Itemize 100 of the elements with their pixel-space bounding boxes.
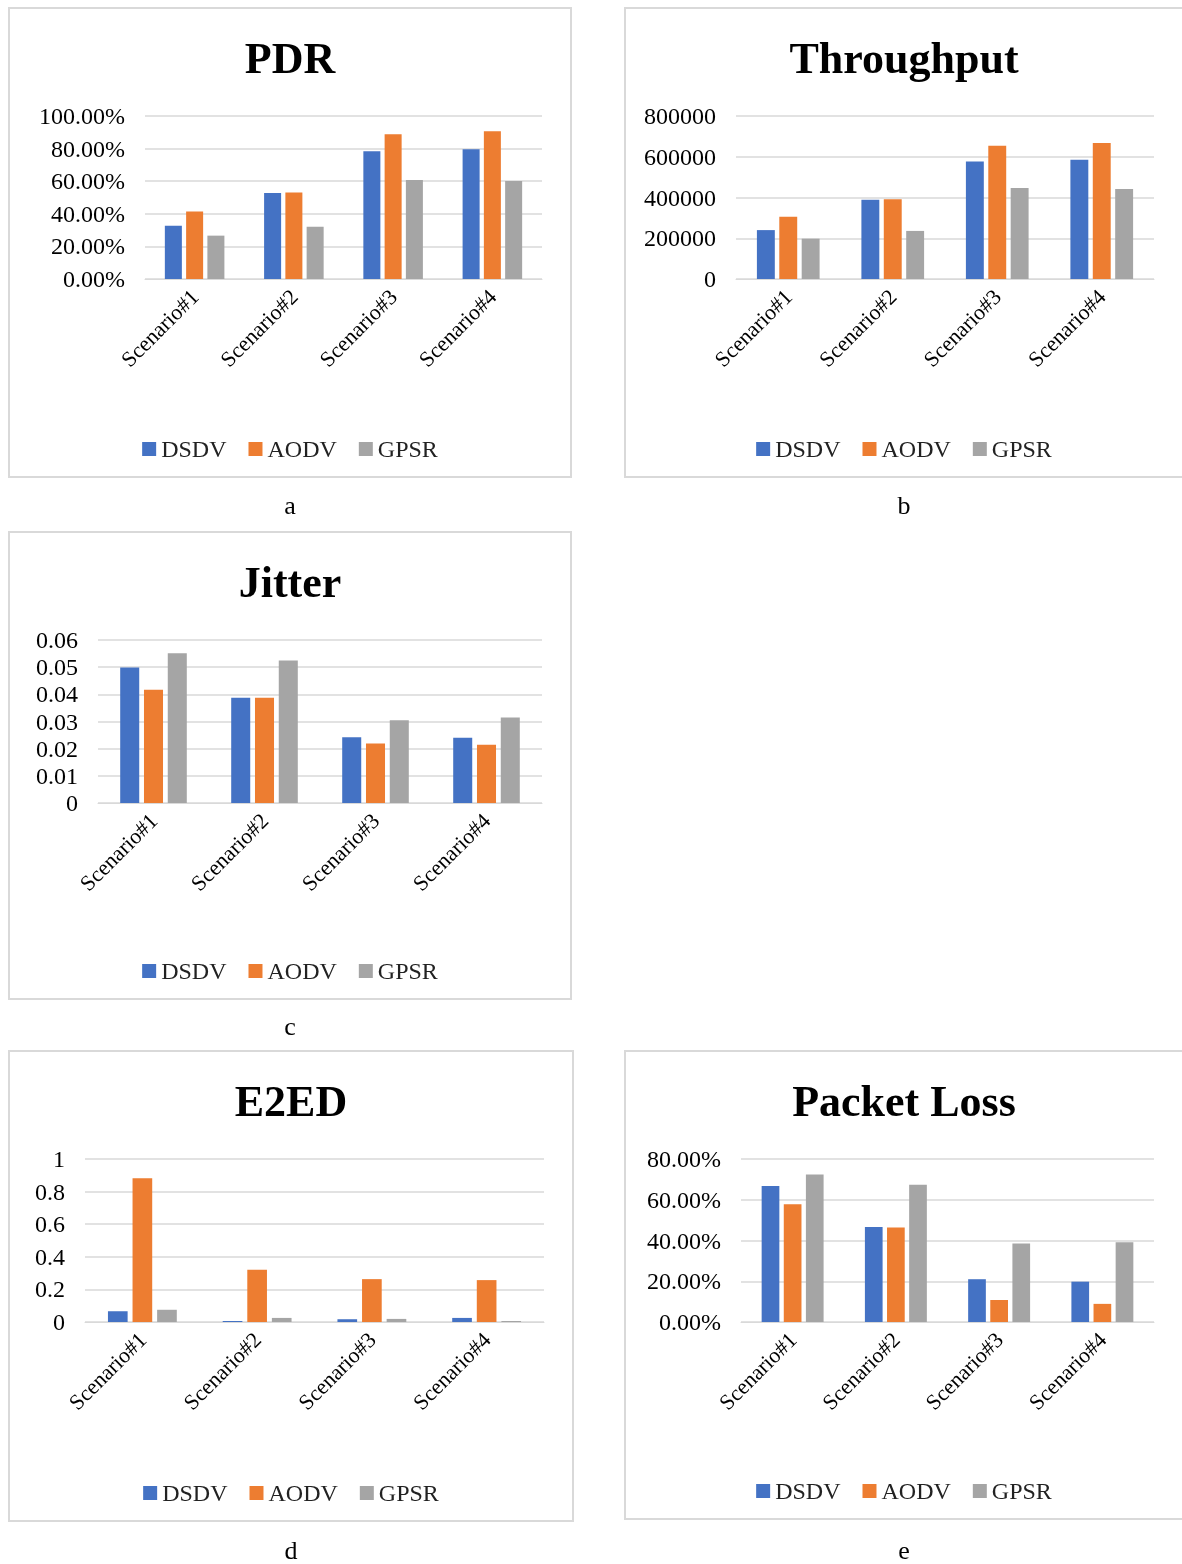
- text: e: [897, 1536, 911, 1564]
- y-tick-label: 60.00%: [647, 1186, 721, 1213]
- y-tick-label: 0.04: [36, 681, 78, 708]
- y-tick-label: 0.2: [35, 1276, 65, 1303]
- bar: [783, 1204, 802, 1322]
- chart-title: Packet Loss: [792, 1076, 1016, 1126]
- y-tick-label: 80.00%: [647, 1146, 721, 1172]
- bar: [1010, 187, 1029, 279]
- y-tick-label: 100.00%: [39, 103, 125, 129]
- bar: [1071, 1281, 1090, 1322]
- bar: [965, 161, 984, 279]
- bar: [756, 230, 775, 279]
- bar: [363, 151, 381, 279]
- y-tick-label: 80.00%: [51, 135, 125, 162]
- bar: [285, 192, 303, 279]
- bar: [186, 211, 204, 279]
- legend-label: GPSR: [991, 436, 1052, 462]
- bar: [278, 660, 298, 803]
- text: b: [896, 491, 912, 521]
- bar: [167, 653, 187, 803]
- legend-label: DSDV: [162, 1480, 229, 1506]
- bar: [887, 1227, 905, 1322]
- y-tick-label: 0: [53, 1309, 65, 1335]
- bar: [1093, 1303, 1112, 1322]
- bar: [990, 1299, 1008, 1322]
- legend-label: DSDV: [161, 436, 228, 462]
- legend-label: DSDV: [775, 436, 842, 462]
- bar: [254, 697, 275, 803]
- y-tick-label: 60.00%: [51, 168, 125, 195]
- bar: [271, 1317, 292, 1322]
- bar: [1012, 1243, 1031, 1322]
- bar: [452, 1317, 472, 1322]
- y-tick-label: 0.00%: [63, 266, 125, 292]
- legend-label: DSDV: [161, 958, 228, 984]
- bar: [1115, 1242, 1134, 1322]
- legend-label: GPSR: [991, 1478, 1052, 1504]
- bar: [107, 1311, 128, 1322]
- bar: [365, 743, 386, 803]
- chart-title: E2ED: [234, 1076, 348, 1126]
- bar: [143, 689, 164, 803]
- bar: [483, 131, 501, 279]
- legend-label: AODV: [881, 436, 952, 462]
- chart-title: Throughput: [789, 33, 1019, 83]
- bar: [384, 134, 402, 279]
- bar: [405, 180, 423, 279]
- bar: [389, 720, 409, 803]
- y-tick-label: 40.00%: [647, 1227, 721, 1254]
- legend-label: GPSR: [377, 958, 438, 984]
- bar: [157, 1309, 177, 1322]
- bar: [1115, 188, 1134, 279]
- bar: [264, 192, 282, 279]
- bar: [247, 1269, 267, 1322]
- y-tick-label: 0.8: [35, 1178, 65, 1205]
- bar: [342, 737, 362, 803]
- bar: [476, 1280, 497, 1322]
- y-tick-label: 20.00%: [51, 233, 125, 260]
- bar: [306, 226, 324, 279]
- bar: [120, 667, 140, 803]
- y-tick-label: 0.05: [36, 654, 78, 681]
- legend-label: AODV: [881, 1478, 952, 1504]
- chart-title: Jitter: [238, 557, 342, 607]
- y-tick-label: 200000: [644, 225, 716, 252]
- legend-label: GPSR: [378, 1480, 439, 1506]
- y-tick-label: 0.01: [36, 762, 78, 789]
- text: a: [283, 491, 297, 521]
- bar: [779, 216, 798, 279]
- y-tick-label: 0.6: [35, 1211, 65, 1238]
- text: c: [283, 1012, 297, 1042]
- chart-title: PDR: [244, 33, 337, 83]
- bar: [386, 1318, 407, 1322]
- y-tick-label: 0.00%: [659, 1309, 721, 1335]
- bar: [805, 1174, 824, 1322]
- y-tick-label: 20.00%: [647, 1268, 721, 1295]
- bar: [500, 717, 520, 803]
- bar: [906, 230, 925, 279]
- bar: [988, 145, 1007, 279]
- bar: [231, 697, 251, 803]
- bar: [761, 1186, 780, 1322]
- bar: [909, 1184, 927, 1322]
- bar: [337, 1319, 358, 1322]
- bar: [801, 238, 820, 279]
- y-tick-label: 40.00%: [51, 200, 125, 227]
- bar: [883, 199, 902, 279]
- bar: [207, 235, 225, 279]
- legend-label: AODV: [267, 958, 338, 984]
- y-tick-label: 1: [53, 1146, 65, 1172]
- y-tick-label: 0: [66, 790, 78, 816]
- y-tick-label: 800000: [644, 103, 716, 129]
- bar: [968, 1279, 986, 1322]
- bar: [864, 1227, 883, 1322]
- bar: [132, 1178, 153, 1322]
- bar: [505, 181, 523, 279]
- bar: [1070, 159, 1089, 279]
- bar: [462, 149, 480, 279]
- bar: [164, 225, 182, 279]
- legend-label: AODV: [267, 436, 338, 462]
- y-tick-label: 0.03: [36, 708, 78, 735]
- y-tick-label: 0.02: [36, 735, 78, 762]
- y-tick-label: 600000: [644, 143, 716, 170]
- y-tick-label: 0.06: [36, 627, 78, 653]
